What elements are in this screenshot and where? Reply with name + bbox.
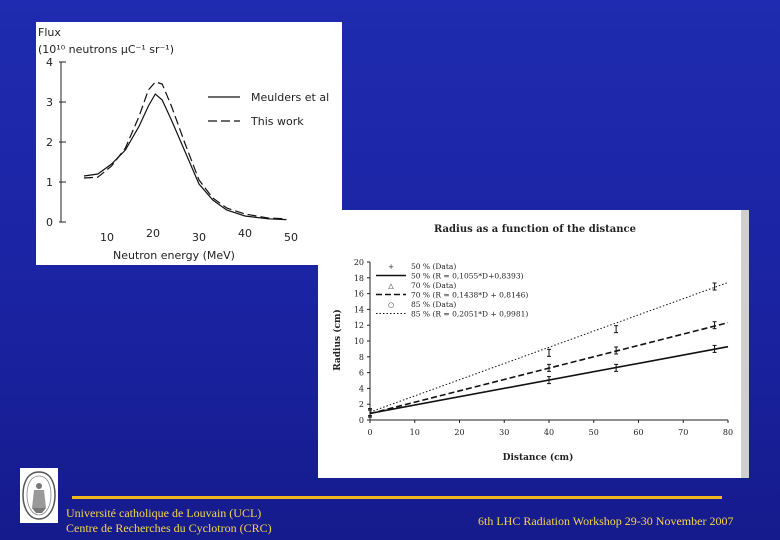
radius-legend-label: 50 % (R = 0,1055*D+0,8393) xyxy=(411,272,524,281)
flux-legend-label: Meulders et al xyxy=(251,91,329,104)
radius-y-tick-label: 20 xyxy=(354,258,364,267)
radius-data-point xyxy=(712,282,717,291)
flux-ylabel-unit: (10¹⁰ neutrons µC⁻¹ sr⁻¹) xyxy=(38,43,174,56)
radius-data-point xyxy=(712,321,717,330)
radius-legend-marker: △ xyxy=(388,282,394,290)
flux-x-tick-label: 10 xyxy=(100,231,114,244)
radius-x-tick-label: 30 xyxy=(499,428,509,437)
radius-fit-line-3 xyxy=(369,321,729,415)
radius-x-tick-label: 10 xyxy=(410,428,420,437)
ucl-seal-logo xyxy=(20,468,58,523)
radius-chart: Radius as a function of the distance Dis… xyxy=(332,224,733,463)
flux-series-meulders xyxy=(83,93,287,221)
footer-divider xyxy=(72,496,722,499)
flux-x-tick-label: 20 xyxy=(146,227,160,240)
radius-legend-label: 85 % (R = 0,2051*D + 0,9981) xyxy=(411,310,528,319)
radius-legend-marker: ○ xyxy=(388,301,394,309)
radius-fit-line-5 xyxy=(369,282,729,413)
flux-chart: Flux (10¹⁰ neutrons µC⁻¹ sr⁻¹) Neutron e… xyxy=(38,26,329,262)
radius-y-tick-label: 16 xyxy=(354,290,364,299)
radius-legend-label: 50 % (Data) xyxy=(411,262,456,271)
flux-x-tick-label: 30 xyxy=(192,231,206,244)
flux-legend-label: This work xyxy=(250,115,304,128)
radius-ylabel: Radius (cm) xyxy=(332,309,343,371)
flux-y-tick-label: 0 xyxy=(46,216,53,229)
radius-y-tick-label: 8 xyxy=(359,353,364,362)
radius-chart-panel: Radius as a function of the distance Dis… xyxy=(318,210,749,478)
flux-y-tick-label: 3 xyxy=(46,96,53,109)
radius-y-tick-label: 2 xyxy=(359,400,364,409)
radius-y-tick-label: 0 xyxy=(359,416,364,425)
footer-workshop: 6th LHC Radiation Workshop 29-30 Novembe… xyxy=(478,514,734,528)
flux-xlabel: Neutron energy (MeV) xyxy=(113,249,235,262)
flux-y-tick-label: 2 xyxy=(46,136,53,149)
radius-x-tick-label: 70 xyxy=(678,428,688,437)
flux-y-tick-label: 1 xyxy=(46,176,53,189)
radius-x-tick-label: 0 xyxy=(367,428,372,437)
radius-fit-line-1 xyxy=(369,345,729,415)
radius-x-tick-label: 50 xyxy=(589,428,599,437)
radius-y-tick-label: 6 xyxy=(359,369,364,378)
radius-legend-label: 70 % (R = 0,1438*D + 0,8146) xyxy=(411,291,528,300)
flux-x-tick-label: 50 xyxy=(284,231,298,244)
radius-y-tick-label: 12 xyxy=(354,321,364,330)
radius-legend-marker: + xyxy=(388,263,394,271)
radius-y-tick-label: 18 xyxy=(354,274,364,283)
radius-x-tick-label: 40 xyxy=(544,428,554,437)
radius-data-point xyxy=(547,348,551,357)
footer-institution: Université catholique de Louvain (UCL) C… xyxy=(66,506,272,536)
panel-shadow xyxy=(741,210,749,478)
radius-y-tick-label: 10 xyxy=(354,337,364,346)
radius-title: Radius as a function of the distance xyxy=(434,224,636,235)
radius-data-point xyxy=(614,325,619,334)
flux-chart-panel: Flux (10¹⁰ neutrons µC⁻¹ sr⁻¹) Neutron e… xyxy=(36,22,342,265)
radius-y-tick-label: 4 xyxy=(359,384,364,393)
radius-x-tick-label: 60 xyxy=(633,428,643,437)
radius-y-tick-label: 14 xyxy=(354,305,364,314)
flux-ylabel: Flux xyxy=(38,26,61,39)
radius-legend-label: 70 % (Data) xyxy=(411,281,456,290)
flux-x-tick-label: 40 xyxy=(238,227,252,240)
flux-series-this-work xyxy=(83,81,287,220)
radius-x-tick-label: 20 xyxy=(454,428,464,437)
flux-y-tick-label: 4 xyxy=(46,56,53,69)
radius-x-tick-label: 80 xyxy=(723,428,733,437)
footer-university: Université catholique de Louvain (UCL) xyxy=(66,506,262,520)
radius-legend-label: 85 % (Data) xyxy=(411,300,456,309)
radius-xlabel: Distance (cm) xyxy=(503,452,574,463)
footer-centre: Centre de Recherches du Cyclotron (CRC) xyxy=(66,521,272,535)
